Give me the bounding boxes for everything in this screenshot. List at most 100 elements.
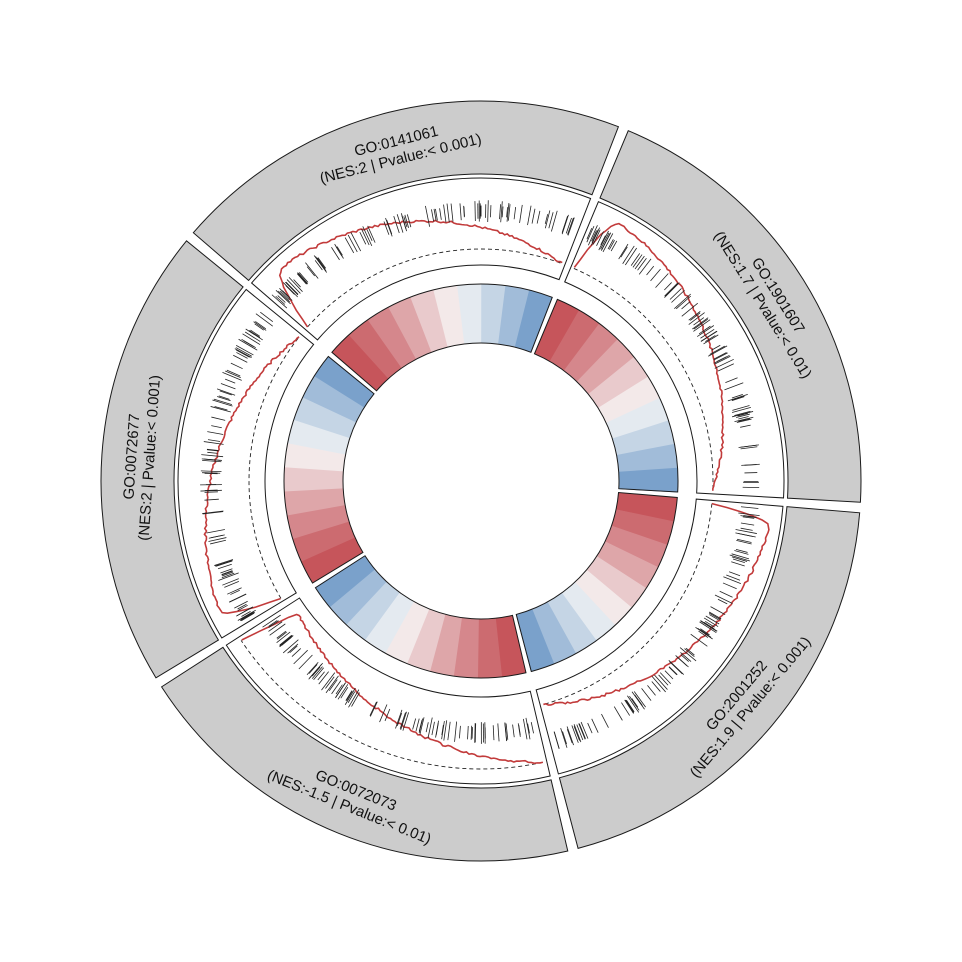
gene-hit-tick: [418, 719, 423, 732]
gene-hit-tick: [279, 635, 293, 646]
gene-hit-tick: [596, 231, 604, 246]
heat-cell-go-2001252-6: [561, 581, 616, 641]
gene-hit-tick: [275, 295, 286, 305]
gene-hit-tick: [742, 516, 755, 519]
gene-hit-tick: [714, 594, 733, 604]
gene-hit-tick: [705, 335, 716, 342]
gene-hit-tick: [366, 229, 373, 241]
gene-hit-tick: [566, 726, 574, 746]
gene-hit-tick: [690, 633, 708, 647]
gene-hit-tick: [334, 243, 344, 259]
sector-band-go-2001252: [558, 506, 861, 850]
gene-hit-tick: [213, 398, 233, 406]
gene-hit-tick: [214, 559, 234, 566]
gene-hit-tick: [531, 208, 536, 224]
gene-hit-tick: [227, 587, 242, 595]
track-band-go-0072073: [225, 597, 551, 785]
gene-hit-tick: [262, 614, 281, 628]
heat-cell-go-0141061-1: [348, 319, 402, 379]
gene-hit-tick: [367, 225, 376, 243]
gene-hit-tick: [527, 205, 532, 226]
gene-hit-tick: [576, 724, 584, 741]
heat-cell-go-0072073-3: [429, 614, 462, 677]
gene-hit-tick: [602, 233, 614, 253]
gene-hit-tick: [610, 240, 618, 252]
heat-cell-go-1901607-5: [598, 376, 660, 424]
gene-hit-tick: [289, 645, 298, 654]
gene-hit-tick: [693, 318, 708, 330]
gene-hit-tick: [624, 699, 635, 714]
gene-hit-tick: [285, 281, 299, 296]
gene-hit-tick: [625, 700, 635, 713]
gene-hit-tick: [288, 277, 303, 292]
gene-hit-tick: [260, 311, 274, 323]
gene-hit-tick: [282, 282, 298, 298]
es-baseline-go-0072073: [240, 640, 543, 770]
gene-hit-tick: [684, 648, 695, 657]
gene-hit-tick: [369, 701, 377, 716]
gene-hit-tick: [536, 210, 541, 224]
es-baseline-go-1901607: [573, 267, 714, 491]
gene-hit-tick: [204, 498, 219, 501]
gene-hit-tick: [647, 685, 656, 696]
gene-hit-tick: [573, 724, 582, 743]
heat-cell-go-2001252-4: [586, 556, 647, 609]
gene-hit-tick: [313, 255, 328, 273]
heat-cell-go-0141061-6: [457, 284, 482, 345]
gene-hit-tick: [613, 706, 623, 721]
gene-hit-tick: [317, 671, 325, 681]
gene-hit-tick: [253, 321, 267, 331]
gene-hit-tick: [285, 285, 295, 295]
gene-hit-tick: [731, 394, 743, 399]
gene-hit-tick: [592, 229, 601, 245]
gene-hit-tick: [664, 670, 674, 680]
gene-hit-tick: [393, 216, 400, 234]
gene-hit-tick: [629, 696, 640, 711]
gene-hit-tick: [518, 725, 521, 736]
gene-hit-tick: [690, 312, 701, 321]
heat-cell-go-0141061-8: [498, 285, 530, 348]
gene-hit-tick: [425, 205, 431, 227]
gene-hit-tick: [293, 649, 308, 665]
heat-cell-go-0072677-2: [286, 504, 350, 539]
heat-cell-go-0072073-9: [315, 555, 376, 608]
gene-hit-tick: [587, 225, 598, 246]
gene-hit-tick: [216, 396, 231, 402]
gene-hit-tick: [207, 451, 218, 454]
gene-hit-tick: [688, 312, 705, 325]
gene-hit-tick: [668, 666, 678, 675]
heat-cell-go-2001252-9: [515, 609, 555, 672]
gene-hit-tick: [703, 617, 719, 627]
gene-hit-tick: [404, 214, 409, 229]
gene-hit-tick: [348, 689, 360, 708]
gene-hit-tick: [736, 413, 750, 418]
gene-hit-tick: [506, 207, 508, 218]
gene-hit-tick: [293, 279, 301, 288]
gene-hit-tick: [717, 363, 734, 372]
gene-hit-tick: [204, 491, 218, 493]
gene-hit-tick: [286, 279, 301, 294]
gene-hit-tick: [236, 606, 253, 617]
heat-cell-go-0141061-2: [367, 306, 417, 369]
sector-band-go-1901607: [599, 130, 862, 503]
gene-hit-tick: [431, 209, 435, 222]
gene-hit-tick: [311, 666, 321, 677]
track-band-go-1901607: [564, 201, 785, 499]
gene-hit-tick: [548, 212, 554, 229]
gene-hit-tick: [729, 554, 751, 562]
gene-hit-tick: [362, 226, 373, 247]
gene-hit-tick: [291, 648, 302, 657]
gene-hit-tick: [726, 574, 741, 581]
gene-hit-tick: [419, 717, 425, 735]
gene-hit-tick: [277, 290, 291, 303]
gene-hit-tick: [237, 604, 248, 611]
gene-hit-tick: [728, 571, 741, 577]
gene-hit-tick: [218, 572, 239, 581]
gene-hit-tick: [731, 406, 751, 413]
gene-hit-tick: [680, 654, 689, 662]
gene-hit-tick: [344, 237, 355, 254]
gene-hit-tick: [544, 210, 551, 229]
gene-hit-tick: [740, 515, 757, 519]
gene-hit-tick: [208, 537, 227, 542]
